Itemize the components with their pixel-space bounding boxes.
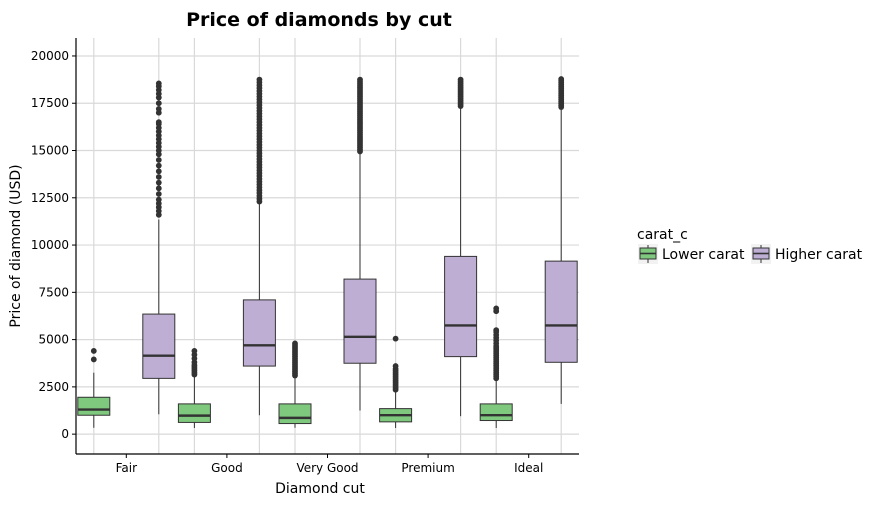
legend-title: carat_c: [637, 227, 688, 243]
y-tick-label: 2500: [38, 380, 69, 394]
x-tick-label: Ideal: [514, 461, 543, 475]
outlier-point: [90, 348, 97, 354]
x-tick-label: Good: [211, 461, 243, 475]
legend-item: Lower carat: [638, 244, 745, 264]
box-iqr: [479, 403, 513, 422]
box-lower-carat: [379, 335, 413, 428]
outlier-point: [155, 196, 162, 203]
y-tick-label: 20000: [31, 49, 69, 63]
outlier-point: [155, 168, 162, 175]
outlier-point: [493, 327, 500, 334]
legend-item: Higher carat: [751, 244, 863, 264]
y-tick-label: 17500: [31, 96, 69, 110]
gridlines: [76, 38, 579, 454]
outlier-point: [155, 174, 162, 180]
outlier-point: [155, 157, 162, 163]
outlier-point: [155, 162, 162, 169]
box-lower-carat: [278, 340, 312, 428]
outlier-point: [155, 185, 162, 192]
box-iqr: [544, 260, 578, 363]
x-tick-label: Fair: [116, 461, 137, 475]
x-axis-title: Diamond cut: [275, 481, 365, 497]
box-iqr: [177, 403, 211, 423]
y-tick-label: 10000: [31, 238, 69, 252]
legend: carat_c Lower carat Higher carat: [637, 227, 863, 264]
x-axis-ticks: Fair Good Very Good Premium Ideal: [116, 454, 543, 475]
box-lower-carat: [177, 348, 211, 428]
outlier-point: [392, 363, 399, 369]
outlier-point: [155, 100, 162, 107]
box-iqr: [343, 278, 377, 364]
chart-title: Price of diamonds by cut: [186, 9, 452, 31]
y-tick-label: 7500: [38, 285, 69, 299]
box-series: [77, 76, 578, 428]
outlier-point: [357, 76, 363, 83]
box-iqr: [278, 403, 312, 425]
box-lower-carat: [479, 305, 513, 428]
x-tick-label: Very Good: [296, 461, 358, 475]
box-higher-carat: [343, 76, 377, 411]
x-tick-label: Premium: [401, 461, 454, 475]
legend-label: Higher carat: [775, 247, 863, 263]
outlier-point: [155, 80, 162, 87]
legend-label: Lower carat: [662, 247, 745, 263]
outlier-point: [90, 356, 97, 363]
y-tick-label: 5000: [38, 333, 69, 347]
box-higher-carat: [242, 76, 276, 416]
box-iqr: [142, 313, 176, 379]
box-higher-carat: [142, 80, 176, 415]
outlier-point: [191, 348, 198, 354]
legend-items: Lower carat Higher carat: [638, 244, 863, 264]
box-higher-carat: [444, 76, 478, 417]
box-higher-carat: [544, 76, 578, 404]
y-tick-label: 15000: [31, 144, 69, 158]
outlier-point: [558, 76, 565, 82]
outlier-point: [155, 119, 162, 126]
outlier-point: [155, 106, 162, 112]
y-axis-ticks: 0 2500 5000 7500 10000 12500 15000 17500 20000: [31, 49, 76, 441]
outlier-point: [155, 179, 162, 186]
y-tick-label: 0: [61, 427, 69, 441]
box-iqr: [444, 255, 478, 358]
outlier-point: [292, 340, 298, 347]
outlier-point: [493, 305, 500, 312]
outlier-point: [392, 335, 399, 342]
outlier-point: [256, 76, 263, 83]
outlier-point: [457, 76, 464, 83]
box-iqr: [77, 396, 111, 416]
box-iqr: [242, 299, 276, 367]
y-axis-title: Price of diamond (USD): [8, 164, 24, 327]
box-lower-carat: [77, 348, 111, 428]
y-tick-label: 12500: [31, 191, 69, 205]
outlier-point: [155, 191, 162, 197]
